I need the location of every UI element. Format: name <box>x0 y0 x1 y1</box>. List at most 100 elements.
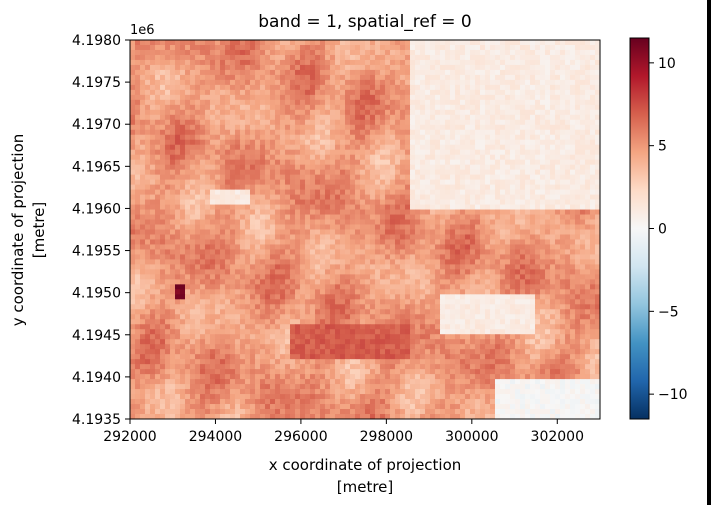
heatmap-cell <box>585 44 591 51</box>
heatmap-cell <box>545 224 551 230</box>
heatmap-cell <box>315 254 321 260</box>
heatmap-cell <box>355 54 361 61</box>
heatmap-cell <box>470 149 476 156</box>
heatmap-cell <box>360 294 366 300</box>
heatmap-cell <box>165 169 171 176</box>
heatmap-cell <box>595 219 600 225</box>
heatmap-cell <box>350 234 356 240</box>
heatmap-cell <box>180 129 186 136</box>
heatmap-cell <box>465 229 471 235</box>
heatmap-cell <box>440 40 446 46</box>
heatmap-cell <box>175 134 181 141</box>
heatmap-cell <box>215 109 221 116</box>
heatmap-cell <box>455 239 461 245</box>
heatmap-cell <box>510 229 516 235</box>
heatmap-cell <box>255 134 261 141</box>
heatmap-cell <box>290 59 296 66</box>
heatmap-cell <box>335 174 341 181</box>
heatmap-cell <box>185 149 191 156</box>
heatmap-cell <box>435 129 441 136</box>
heatmap-cell <box>345 299 351 305</box>
heatmap-cell <box>500 219 506 225</box>
heatmap-cell <box>220 94 226 101</box>
heatmap-cell <box>505 169 511 176</box>
heatmap-cell <box>500 214 506 220</box>
heatmap-cell <box>145 164 151 171</box>
heatmap-cell <box>360 224 366 230</box>
heatmap-cell <box>190 249 196 255</box>
heatmap-cell <box>540 109 546 116</box>
heatmap-cell <box>510 219 516 225</box>
heatmap-cell <box>235 269 241 275</box>
heatmap-cell <box>190 234 196 240</box>
heatmap-cell <box>370 84 376 91</box>
heatmap-cell <box>240 269 246 275</box>
heatmap-cell <box>520 254 526 260</box>
heatmap-cell <box>295 259 301 265</box>
heatmap-cell <box>180 144 186 151</box>
heatmap-cell <box>425 59 431 66</box>
heatmap-cell <box>570 209 576 215</box>
heatmap-cell <box>525 64 531 71</box>
heatmap-cell <box>375 264 381 270</box>
heatmap-cell <box>365 189 371 195</box>
heatmap-cell <box>390 259 396 265</box>
heatmap-cell <box>370 74 376 81</box>
heatmap-cell <box>225 254 231 260</box>
heatmap-cell <box>360 229 366 235</box>
heatmap-cell <box>475 159 481 166</box>
heatmap-cell <box>190 269 196 275</box>
heatmap-cell <box>320 244 326 250</box>
heatmap-cell <box>160 89 166 96</box>
heatmap-cell <box>285 224 291 230</box>
heatmap-cell <box>185 129 191 136</box>
heatmap-cell <box>465 99 471 106</box>
heatmap-cell <box>195 284 201 290</box>
heatmap-cell <box>230 154 236 161</box>
heatmap-cell <box>515 299 521 305</box>
heatmap-cell <box>220 159 226 166</box>
heatmap-cell <box>240 289 246 295</box>
heatmap-cell <box>485 224 491 230</box>
heatmap-cell <box>485 219 491 225</box>
heatmap-cell <box>590 64 596 71</box>
heatmap-cell <box>525 134 531 141</box>
heatmap-cell <box>190 40 196 46</box>
heatmap-cell <box>490 99 496 106</box>
heatmap-cell <box>205 44 211 51</box>
heatmap-cell <box>590 144 596 151</box>
heatmap-cell <box>180 124 186 131</box>
heatmap-cell <box>215 54 221 61</box>
heatmap-cell <box>540 139 546 146</box>
heatmap-cell <box>325 279 331 285</box>
heatmap-cell <box>345 204 351 210</box>
heatmap-cell <box>465 49 471 56</box>
heatmap-cell <box>365 99 371 106</box>
heatmap-cell <box>220 139 226 146</box>
heatmap-cell <box>425 184 431 191</box>
heatmap-cell <box>320 64 326 71</box>
heatmap-cell <box>380 74 386 81</box>
heatmap-cell <box>555 174 561 181</box>
heatmap-cell <box>480 219 486 225</box>
heatmap-cell <box>310 189 316 195</box>
heatmap-cell <box>590 134 596 141</box>
heatmap-cell <box>285 219 291 225</box>
heatmap-cell <box>445 184 451 191</box>
heatmap-cell <box>575 109 581 116</box>
heatmap-cell <box>550 169 556 176</box>
heatmap-cell <box>330 59 336 66</box>
heatmap-cell <box>155 214 161 220</box>
heatmap-cell <box>420 259 426 265</box>
heatmap-cell <box>380 274 386 280</box>
heatmap-cell <box>585 184 591 191</box>
heatmap-cell <box>170 139 176 146</box>
heatmap-cell <box>375 294 381 300</box>
heatmap-cell <box>235 154 241 161</box>
heatmap-cell <box>225 40 231 46</box>
heatmap-cell <box>395 269 401 275</box>
heatmap-cell <box>395 179 401 186</box>
heatmap-cell <box>155 304 161 310</box>
heatmap-cell <box>175 289 181 295</box>
heatmap-cell <box>215 269 221 275</box>
